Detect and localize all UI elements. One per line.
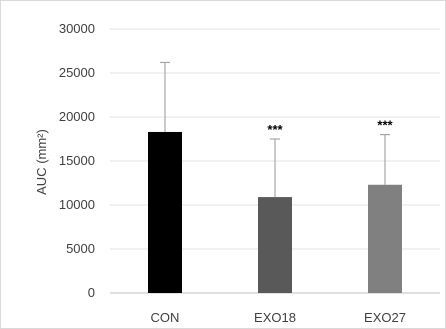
bars: [148, 131, 402, 293]
error-bars: [160, 61, 390, 198]
bar-exo18: [258, 197, 292, 293]
significance-labels: *** ***: [267, 118, 393, 137]
y-tick-label: 0: [88, 285, 95, 300]
y-tick-label: 20000: [59, 109, 95, 124]
bar-con: [148, 131, 182, 293]
bar-exo27: [368, 184, 402, 293]
x-tick-label: CON: [151, 310, 180, 325]
y-tick-label: 25000: [59, 65, 95, 80]
y-tick-label: 5000: [66, 241, 95, 256]
significance-label: ***: [377, 118, 393, 133]
y-tick-labels: 0 5000 10000 15000 20000 25000 30000: [59, 21, 95, 300]
y-tick-label: 10000: [59, 197, 95, 212]
y-tick-label: 30000: [59, 21, 95, 36]
y-axis-label: AUC (mm²): [34, 129, 49, 195]
y-tick-label: 15000: [59, 153, 95, 168]
significance-label: ***: [267, 122, 283, 137]
x-tick-labels: CON EXO18 EXO27: [151, 310, 406, 325]
x-tick-label: EXO27: [364, 310, 406, 325]
x-tick-label: EXO18: [254, 310, 296, 325]
